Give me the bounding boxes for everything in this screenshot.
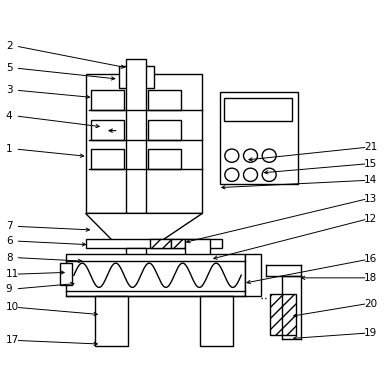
Bar [220, 92, 298, 184]
Text: 9: 9 [6, 284, 12, 294]
Text: 4: 4 [6, 111, 12, 121]
Bar [148, 120, 181, 140]
Text: 15: 15 [364, 159, 377, 169]
Bar [200, 296, 233, 346]
Polygon shape [86, 213, 202, 245]
Bar [86, 74, 202, 213]
Bar [270, 294, 296, 335]
Text: 13: 13 [364, 194, 377, 204]
Text: 6: 6 [6, 236, 12, 246]
Bar [91, 149, 124, 169]
Bar [148, 149, 181, 169]
Text: 1: 1 [6, 144, 12, 154]
Bar [91, 90, 124, 110]
Text: 10: 10 [6, 302, 19, 312]
Text: 16: 16 [364, 254, 377, 265]
Bar [119, 66, 154, 88]
Bar [126, 248, 146, 269]
Bar [185, 239, 210, 269]
Bar [126, 59, 146, 213]
Text: 14: 14 [364, 175, 377, 185]
Bar [60, 263, 72, 285]
Bar [245, 254, 261, 296]
Bar [224, 98, 292, 121]
Bar [95, 296, 128, 346]
Text: 17: 17 [6, 335, 19, 346]
Text: 18: 18 [364, 273, 377, 283]
Bar [66, 254, 245, 296]
Bar [91, 120, 124, 140]
Bar [86, 239, 222, 248]
Text: 12: 12 [364, 214, 377, 224]
Text: 20: 20 [364, 298, 377, 309]
Text: 7: 7 [6, 221, 12, 231]
Text: 8: 8 [6, 252, 12, 263]
Text: 3: 3 [6, 85, 12, 95]
Text: 2: 2 [6, 41, 12, 51]
Bar [171, 239, 185, 248]
Bar [150, 239, 171, 248]
Text: 21: 21 [364, 142, 377, 152]
Text: 19: 19 [364, 328, 377, 338]
Text: 5: 5 [6, 63, 12, 73]
Text: 11: 11 [6, 269, 19, 279]
Bar [148, 90, 181, 110]
